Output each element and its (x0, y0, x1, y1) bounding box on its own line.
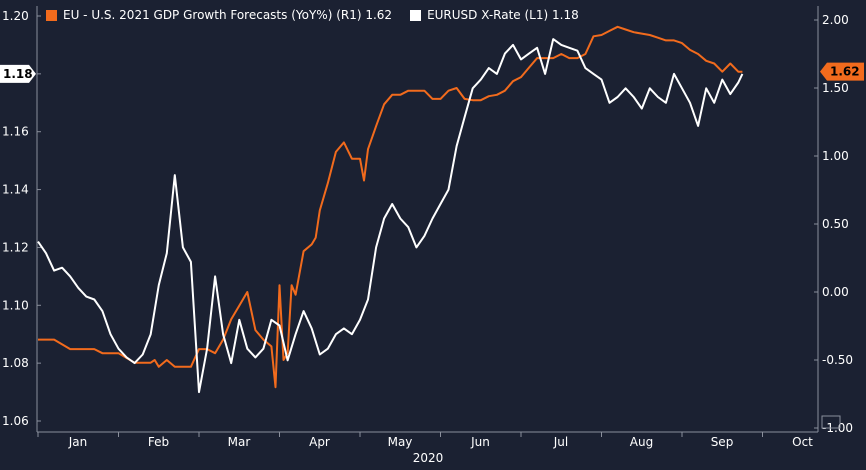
left-tick-label: 1.06 (2, 414, 29, 428)
x-tick-label: Jun (470, 435, 490, 449)
legend-label-gdp-forecast: EU - U.S. 2021 GDP Growth Forecasts (YoY… (63, 8, 393, 22)
x-axis-year-label: 2020 (413, 451, 444, 465)
legend-label-eurusd: EURUSD X-Rate (L1) 1.18 (427, 8, 579, 22)
right-tick-label: 0.50 (822, 217, 849, 231)
left-tick-label: 1.12 (2, 240, 29, 254)
x-tick-label: May (388, 435, 413, 449)
x-tick-label: Jan (68, 435, 88, 449)
right-tick-label: -0.50 (822, 353, 853, 367)
x-tick-label: Mar (228, 435, 251, 449)
legend-swatch-gdp-forecast (46, 9, 57, 21)
chart-corner-icon (821, 415, 841, 429)
left-last-value-label: 1.18 (3, 67, 33, 81)
right-tick-label: 1.00 (822, 149, 849, 163)
x-tick-label: Feb (148, 435, 169, 449)
left-tick-label: 1.16 (2, 125, 29, 139)
series-line-eurusd (37, 38, 744, 394)
left-tick-label: 1.14 (2, 183, 29, 197)
plot-area (37, 6, 818, 432)
x-tick-label: Apr (309, 435, 330, 449)
left-tick-label: 1.08 (2, 356, 29, 370)
right-last-value-tag (820, 62, 864, 81)
right-tick-label: 2.00 (822, 13, 849, 27)
right-tick-label: 1.50 (822, 81, 849, 95)
x-tick-label: Sep (711, 435, 734, 449)
x-tick-label: Oct (792, 435, 813, 449)
chart-legend: EU - U.S. 2021 GDP Growth Forecasts (YoY… (46, 8, 579, 22)
left-tick-label: 1.20 (2, 9, 29, 23)
series-line-gdp-forecast (38, 25, 743, 389)
right-tick-label: 0.00 (822, 285, 849, 299)
right-last-value-label: 1.62 (830, 65, 860, 79)
x-tick-label: Jul (553, 435, 568, 449)
x-tick-label: Aug (630, 435, 653, 449)
left-tick-label: 1.10 (2, 298, 29, 312)
left-last-value-tag (0, 64, 36, 83)
legend-swatch-eurusd (410, 9, 422, 21)
